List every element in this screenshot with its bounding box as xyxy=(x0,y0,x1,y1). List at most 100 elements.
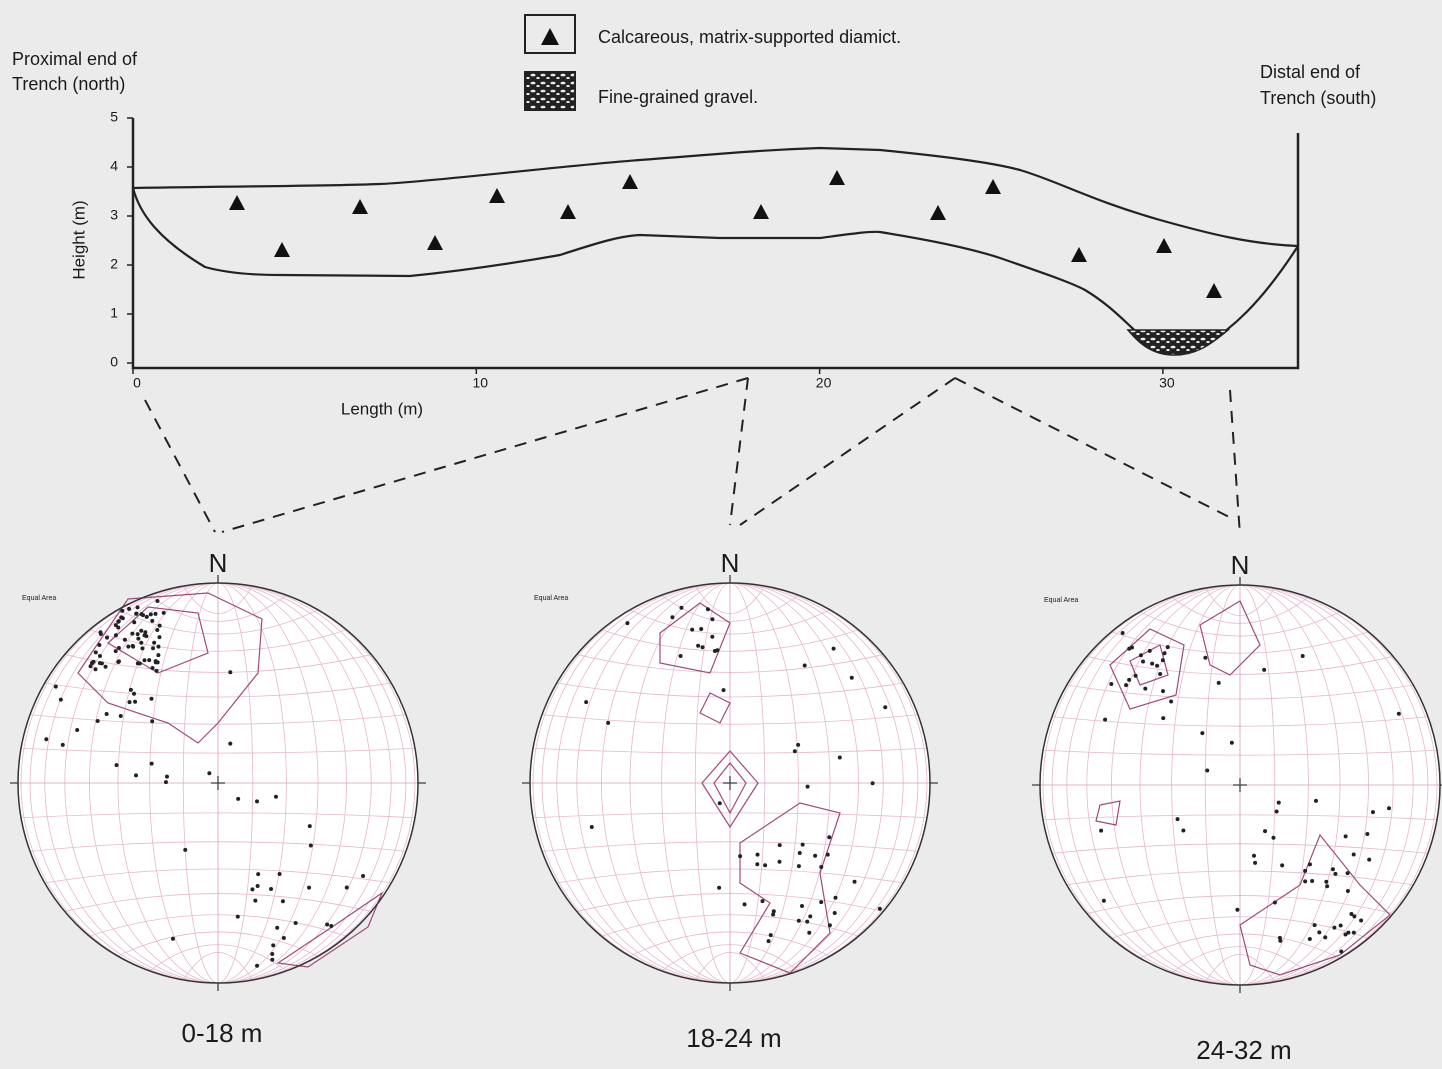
y-tick-label: 5 xyxy=(110,109,118,125)
pole-point xyxy=(253,898,258,903)
pole-point xyxy=(796,918,801,923)
legend-triangle xyxy=(541,28,559,45)
contour xyxy=(659,602,731,674)
pole-point xyxy=(136,636,141,641)
pole-point xyxy=(361,874,366,879)
pole-point xyxy=(133,699,138,704)
pole-point xyxy=(710,634,715,639)
pole-point xyxy=(1323,935,1328,940)
pole-point xyxy=(236,796,241,801)
pole-point xyxy=(802,663,807,668)
pole-point xyxy=(831,646,836,651)
clast-symbol xyxy=(753,204,769,219)
pole-point xyxy=(1303,879,1308,884)
y-tick-label: 4 xyxy=(110,158,118,174)
pole-point xyxy=(1205,768,1210,773)
contour xyxy=(699,692,731,724)
pole-point xyxy=(797,851,802,856)
pole-point xyxy=(1127,677,1132,682)
pole-point xyxy=(721,688,726,693)
x-tick-label: 10 xyxy=(473,375,489,391)
pole-point xyxy=(273,794,278,799)
pole-point xyxy=(344,885,349,890)
pole-point xyxy=(1099,828,1104,833)
connector xyxy=(221,377,749,533)
connector xyxy=(144,399,216,533)
pole-point xyxy=(796,742,801,747)
pole-point xyxy=(1324,879,1329,884)
pole-point xyxy=(256,872,261,877)
stereonet: N Equal Area 24-32 m xyxy=(1032,550,1442,1065)
pole-point xyxy=(235,914,240,919)
pole-point xyxy=(771,909,776,914)
pole-point xyxy=(1200,731,1205,736)
x-tick-label: 0 xyxy=(133,375,141,391)
pole-point xyxy=(606,720,611,725)
pole-point xyxy=(1175,817,1180,822)
pole-point xyxy=(800,842,805,847)
pole-point xyxy=(1138,653,1143,658)
pole-point xyxy=(805,784,810,789)
pole-point xyxy=(116,645,121,650)
contour xyxy=(77,592,263,744)
pole-point xyxy=(139,640,144,645)
y-tick-label: 2 xyxy=(110,256,118,272)
pole-point xyxy=(153,611,158,616)
range-label: 18-24 m xyxy=(686,1023,781,1053)
pole-point xyxy=(1141,659,1146,664)
pole-point xyxy=(98,630,103,635)
connector xyxy=(739,377,956,526)
pole-point xyxy=(1103,717,1108,722)
north-label: N xyxy=(209,548,228,578)
pole-point xyxy=(143,630,148,635)
pole-point xyxy=(1307,937,1312,942)
pole-point xyxy=(113,623,118,628)
pole-point xyxy=(768,933,773,938)
pole-point xyxy=(1280,863,1285,868)
pole-point xyxy=(139,628,144,633)
pole-point xyxy=(1161,716,1166,721)
pole-point xyxy=(1169,699,1174,704)
pole-point xyxy=(852,879,857,884)
pole-point xyxy=(127,606,132,611)
pole-point xyxy=(805,919,810,924)
pole-point xyxy=(1101,898,1106,903)
pole-point xyxy=(1130,645,1135,650)
pole-point xyxy=(157,635,162,640)
pole-point xyxy=(207,771,212,776)
pole-point xyxy=(1160,658,1165,663)
pole-point xyxy=(93,667,98,672)
pole-point xyxy=(153,660,158,665)
x-tick-label: 20 xyxy=(816,375,832,391)
pole-point xyxy=(271,943,276,948)
pole-point xyxy=(1133,673,1138,678)
connector xyxy=(729,377,749,526)
pole-point xyxy=(763,863,768,868)
pole-point xyxy=(1307,862,1312,867)
pole-point xyxy=(150,618,155,623)
pole-point xyxy=(670,615,675,620)
pole-point xyxy=(140,646,145,651)
net-caption: Equal Area xyxy=(22,595,56,602)
pole-point xyxy=(53,684,58,689)
x-axis-title: Length (m) xyxy=(341,399,423,418)
pole-point xyxy=(1343,834,1348,839)
pole-point xyxy=(738,854,743,859)
y-tick-label: 1 xyxy=(110,305,118,321)
pole-point xyxy=(1120,631,1125,636)
legend-label: Calcareous, matrix-supported diamict. xyxy=(598,27,901,47)
pole-point xyxy=(1352,914,1357,919)
pole-point xyxy=(128,687,133,692)
pole-point xyxy=(126,644,131,649)
pole-point xyxy=(308,843,313,848)
pole-point xyxy=(699,627,704,632)
pole-point xyxy=(1351,930,1356,935)
pole-point xyxy=(1165,645,1170,650)
pole-point xyxy=(1345,889,1350,894)
pole-point xyxy=(164,774,169,779)
pole-point xyxy=(1365,831,1370,836)
pole-point xyxy=(170,936,175,941)
pole-point xyxy=(88,664,93,669)
pole-point xyxy=(819,900,824,905)
